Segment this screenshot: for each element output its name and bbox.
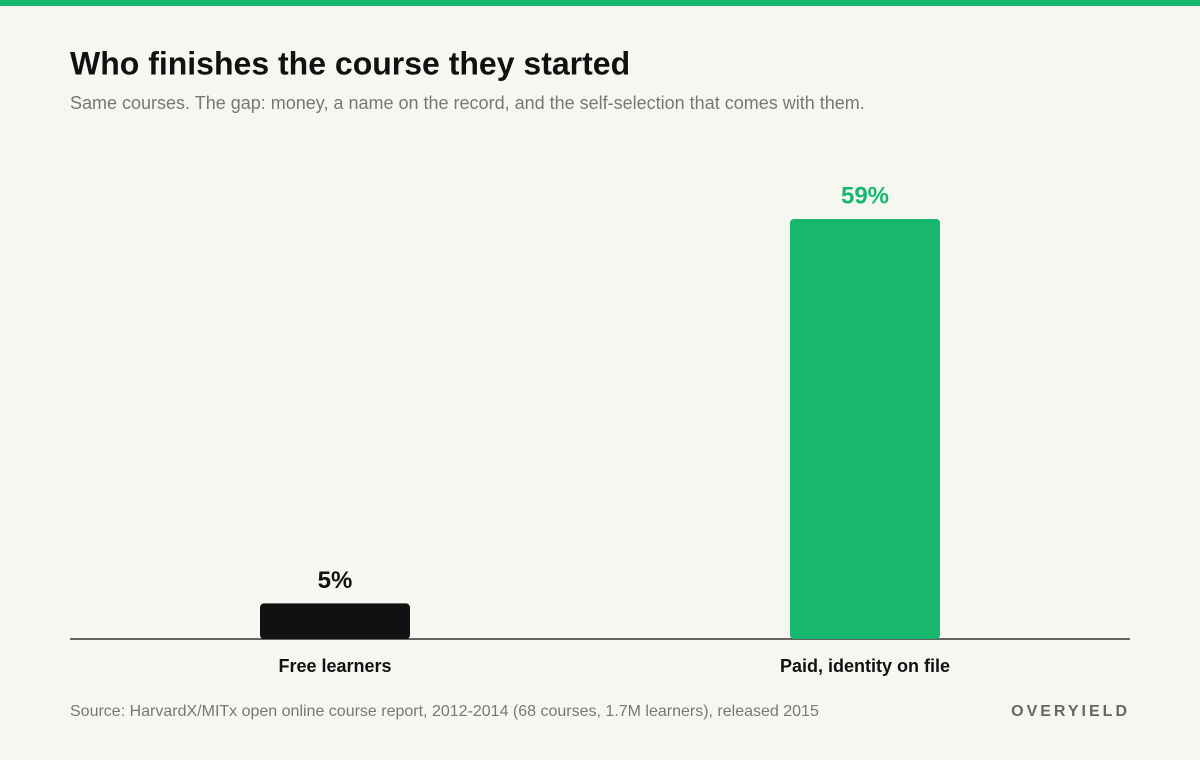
- source-note: Source: HarvardX/MITx open online course…: [70, 703, 819, 720]
- x-tick-label: Paid, identity on file: [780, 656, 950, 676]
- top-accent: [0, 0, 1200, 6]
- chart-title: Who finishes the course they started: [70, 45, 630, 81]
- x-tick-label: Free learners: [278, 656, 391, 676]
- bar: [260, 603, 410, 639]
- value-label: 5%: [318, 567, 353, 594]
- brand: OVERYIELD: [1011, 703, 1130, 720]
- bar: [790, 219, 940, 639]
- chart-subtitle: Same courses. The gap: money, a name on …: [70, 93, 865, 113]
- value-label: 59%: [841, 182, 889, 209]
